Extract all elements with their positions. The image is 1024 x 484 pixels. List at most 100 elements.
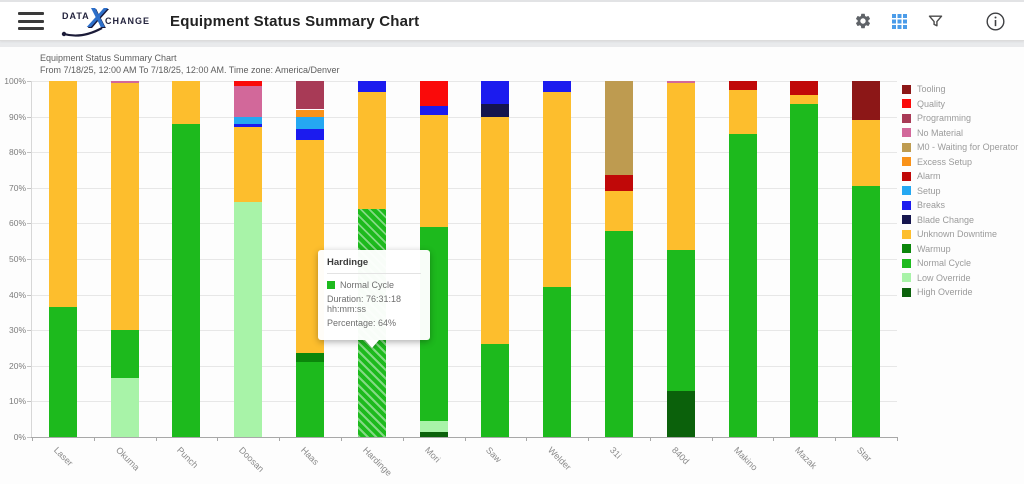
y-gridline [32, 152, 897, 154]
hamburger-bar [18, 19, 44, 23]
legend-label: Breaks [917, 200, 946, 211]
legend-swatch [902, 113, 911, 123]
bar-segment-Haas-Setup[interactable] [296, 116, 325, 130]
legend-item-Warmup[interactable]: Warmup [902, 242, 1018, 257]
legend-item-No Material[interactable]: No Material [902, 126, 1018, 141]
bar-segment-840d-High Override[interactable] [666, 390, 695, 437]
bar-segment-Doosan-Unknown Downtime[interactable] [234, 127, 263, 203]
bar-segment-Welder-Normal Cycle[interactable] [543, 287, 572, 437]
bar-segment-Mori-High Override[interactable] [419, 431, 448, 437]
x-axis-tick [32, 437, 33, 441]
y-gridline [32, 365, 897, 367]
bar-segment-31i-Normal Cycle[interactable] [604, 230, 633, 437]
bar-segment-Mazak-Unknown Downtime[interactable] [790, 95, 819, 105]
bar-segment-Doosan-Breaks[interactable] [234, 123, 263, 128]
bar-segment-Doosan-Setup[interactable] [234, 116, 263, 124]
y-axis-label: 60% [8, 218, 26, 229]
y-axis-line [31, 81, 32, 437]
bar-segment-Makino-Unknown Downtime[interactable] [728, 89, 757, 135]
bar-segment-Doosan-Low Override[interactable] [234, 202, 263, 437]
bar-segment-Star-Normal Cycle[interactable] [852, 186, 881, 437]
legend-swatch [902, 128, 911, 138]
legend-label: Quality [917, 98, 946, 109]
header-actions [848, 6, 1010, 36]
bar-segment-Welder-Unknown Downtime[interactable] [543, 91, 572, 288]
legend-item-Tooling[interactable]: Tooling [902, 82, 1018, 97]
bar-segment-Laser-Unknown Downtime[interactable] [48, 81, 77, 308]
bar-segment-Mazak-Alarm[interactable] [790, 81, 819, 96]
bar-segment-Saw-Unknown Downtime[interactable] [481, 116, 510, 345]
bar-segment-Okuma-No Material[interactable] [110, 81, 139, 83]
legend-item-High Override[interactable]: High Override [902, 285, 1018, 300]
bar-segment-Saw-Breaks[interactable] [481, 81, 510, 105]
bar-Doosan [234, 81, 263, 437]
app-header: DATA X CHANGE Equipment Status Summary C… [0, 0, 1024, 41]
y-axis-label: 70% [8, 182, 26, 193]
info-icon[interactable] [980, 6, 1010, 36]
grid-view-icon[interactable] [884, 6, 914, 36]
x-axis-label-840d: 840d [669, 445, 691, 467]
tooltip-title: Hardinge [327, 257, 369, 268]
bar-segment-Haas-Warmup[interactable] [296, 353, 325, 363]
legend-item-M0 - Waiting for Operator[interactable]: M0 - Waiting for Operator [902, 140, 1018, 155]
bar-segment-Haas-Normal Cycle[interactable] [296, 362, 325, 437]
bar-segment-Mori-Breaks[interactable] [419, 105, 448, 115]
bar-segment-Star-Tooling[interactable] [852, 81, 881, 121]
legend-swatch [902, 229, 911, 239]
bar-segment-Makino-Alarm[interactable] [728, 81, 757, 90]
y-axis-tick [27, 116, 31, 118]
tooltip-series-swatch [327, 281, 335, 289]
bar-segment-Haas-Excess Setup[interactable] [296, 109, 325, 117]
hamburger-menu-icon[interactable] [18, 12, 44, 30]
bar-segment-Mori-Unknown Downtime[interactable] [419, 114, 448, 227]
bar-segment-840d-Normal Cycle[interactable] [666, 250, 695, 391]
bar-segment-Laser-Normal Cycle[interactable] [48, 307, 77, 437]
legend-item-Breaks[interactable]: Breaks [902, 198, 1018, 213]
bar-segment-Haas-Programming[interactable] [296, 81, 325, 110]
legend-item-Normal Cycle[interactable]: Normal Cycle [902, 256, 1018, 271]
x-axis-label-Okuma: Okuma [113, 445, 142, 473]
legend-item-Low Override[interactable]: Low Override [902, 271, 1018, 286]
bar-segment-Mori-Low Override[interactable] [419, 421, 448, 432]
bar-segment-Welder-Breaks[interactable] [543, 81, 572, 92]
bar-segment-31i-M0 - Waiting for Operator[interactable] [604, 81, 633, 176]
bar-segment-Okuma-Normal Cycle[interactable] [110, 330, 139, 379]
tooltip-series-label: Normal Cycle [340, 280, 395, 290]
bar-segment-Hardinge-Unknown Downtime[interactable] [357, 91, 386, 210]
bar-segment-Punch-Normal Cycle[interactable] [172, 123, 201, 437]
tooltip-percentage: Percentage: 64% [327, 318, 397, 328]
bar-segment-Saw-Blade Change[interactable] [481, 104, 510, 117]
bar-segment-Doosan-Quality[interactable] [234, 81, 263, 87]
bar-segment-840d-No Material[interactable] [666, 81, 695, 83]
bar-Makino [728, 81, 757, 437]
bar-segment-31i-Unknown Downtime[interactable] [604, 191, 633, 231]
bar-segment-Mori-Quality[interactable] [419, 81, 448, 106]
settings-gear-icon[interactable] [848, 6, 878, 36]
legend-item-Blade Change[interactable]: Blade Change [902, 213, 1018, 228]
bar-segment-Saw-Normal Cycle[interactable] [481, 344, 510, 437]
legend-label: Setup [917, 185, 941, 196]
bar-segment-Makino-Normal Cycle[interactable] [728, 134, 757, 437]
legend-swatch [902, 171, 911, 181]
bar-segment-Doosan-No Material[interactable] [234, 86, 263, 117]
bar-segment-31i-Alarm[interactable] [604, 175, 633, 192]
bar-segment-Hardinge-Breaks[interactable] [357, 81, 386, 92]
filter-icon[interactable] [920, 6, 950, 36]
tooltip-divider [327, 273, 421, 274]
bar-segment-Star-Unknown Downtime[interactable] [852, 120, 881, 187]
bar-Mazak [790, 81, 819, 437]
bar-segment-Mazak-Normal Cycle[interactable] [790, 104, 819, 437]
legend-item-Quality[interactable]: Quality [902, 97, 1018, 112]
legend-item-Programming[interactable]: Programming [902, 111, 1018, 126]
y-axis-tick [27, 81, 31, 82]
legend-item-Alarm[interactable]: Alarm [902, 169, 1018, 184]
bar-segment-Haas-Breaks[interactable] [296, 129, 325, 140]
bar-segment-Punch-Unknown Downtime[interactable] [172, 81, 201, 124]
legend-item-Excess Setup[interactable]: Excess Setup [902, 155, 1018, 170]
bar-segment-Okuma-Unknown Downtime[interactable] [110, 82, 139, 331]
legend-item-Unknown Downtime[interactable]: Unknown Downtime [902, 227, 1018, 242]
bar-segment-840d-Unknown Downtime[interactable] [666, 82, 695, 251]
bar-segment-Okuma-Low Override[interactable] [110, 378, 139, 437]
legend-item-Setup[interactable]: Setup [902, 184, 1018, 199]
y-axis-label: 10% [8, 396, 26, 407]
